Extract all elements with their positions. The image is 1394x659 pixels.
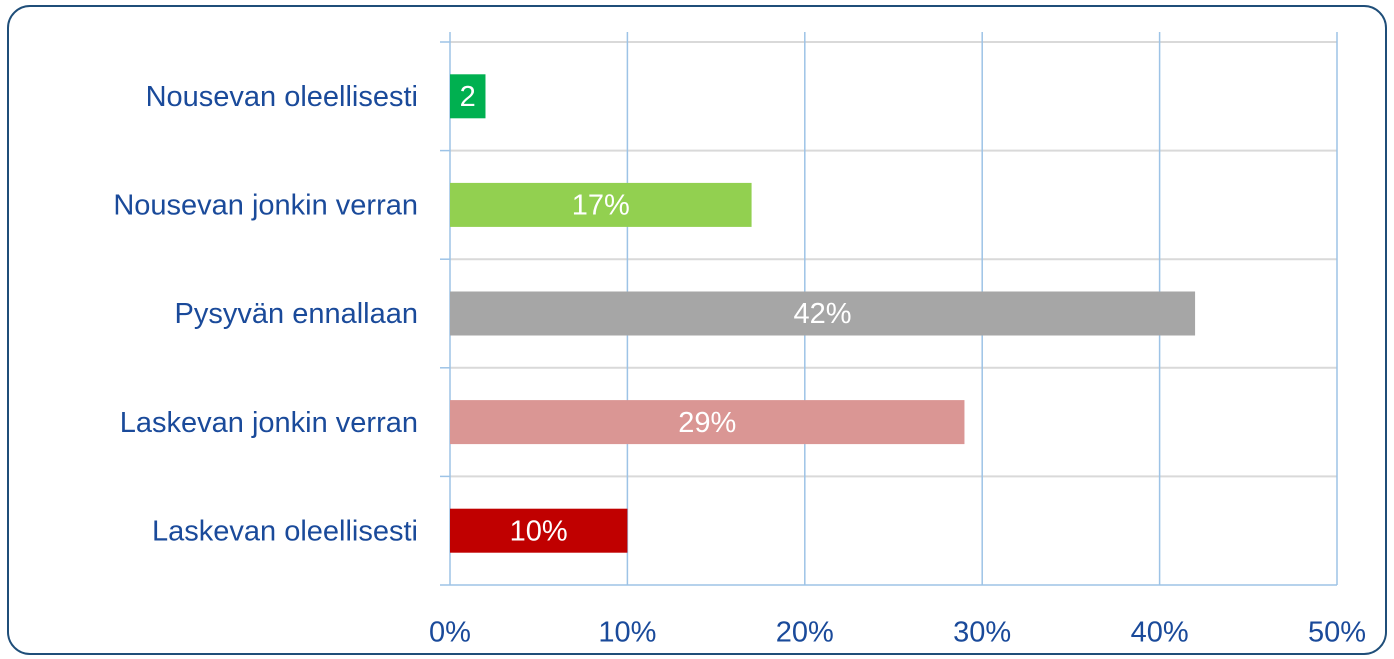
x-tick-label: 40% xyxy=(1131,617,1189,649)
y-tick-label: Nousevan jonkin verran xyxy=(113,190,418,222)
y-tick-label: Laskevan oleellisesti xyxy=(152,515,418,547)
bar xyxy=(450,291,1196,336)
x-tick-label: 20% xyxy=(776,617,834,649)
data-label: 17% xyxy=(572,190,630,222)
bar xyxy=(450,508,628,553)
x-tick-label: 10% xyxy=(598,617,656,649)
x-tick-label: 30% xyxy=(953,617,1011,649)
data-label: 10% xyxy=(510,515,568,547)
data-label: 2 xyxy=(460,81,476,113)
x-tick-label: 0% xyxy=(429,617,471,649)
bar xyxy=(450,74,486,119)
bar xyxy=(450,400,965,445)
y-tick-label: Nousevan oleellisesti xyxy=(146,81,418,113)
x-tick-label: 50% xyxy=(1308,617,1366,649)
y-tick-label: Pysyvän ennallaan xyxy=(175,298,418,330)
bar xyxy=(450,182,752,227)
y-tick-label: Laskevan jonkin verran xyxy=(120,407,418,439)
data-label: 29% xyxy=(678,407,736,439)
data-label: 42% xyxy=(794,298,852,330)
